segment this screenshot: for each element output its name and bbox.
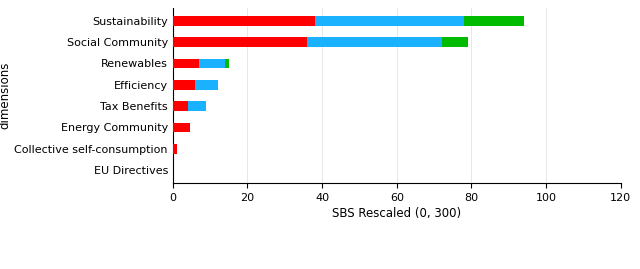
Bar [315, 16, 464, 26]
Bar [173, 59, 199, 68]
Bar [173, 80, 195, 90]
X-axis label: SBS Rescaled (0, 300): SBS Rescaled (0, 300) [332, 207, 461, 220]
Y-axis label: Average contribution of SBS
dimensions: Average contribution of SBS dimensions [0, 13, 12, 178]
Bar [173, 16, 315, 26]
Bar [173, 101, 188, 111]
Bar [173, 37, 307, 47]
Bar [195, 80, 218, 90]
Legend: Prevalence, Diversity, Conenctivity: Prevalence, Diversity, Conenctivity [292, 266, 547, 269]
Bar [225, 59, 229, 68]
Bar [188, 101, 206, 111]
Bar [173, 123, 189, 132]
Bar [199, 59, 225, 68]
Bar [307, 37, 442, 47]
Bar [173, 144, 177, 154]
Bar [442, 37, 468, 47]
Bar [464, 16, 524, 26]
